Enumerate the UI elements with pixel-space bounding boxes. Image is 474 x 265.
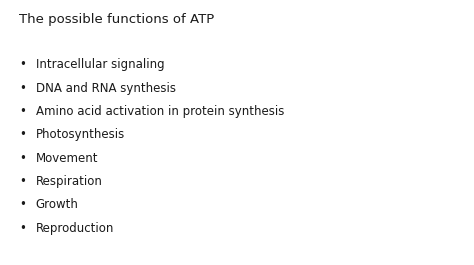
Text: •: • [19, 198, 26, 211]
Text: •: • [19, 105, 26, 118]
Text: Movement: Movement [36, 152, 98, 165]
Text: The possible functions of ATP: The possible functions of ATP [19, 13, 214, 26]
Text: •: • [19, 128, 26, 141]
Text: Reproduction: Reproduction [36, 222, 114, 235]
Text: Photosynthesis: Photosynthesis [36, 128, 125, 141]
Text: Respiration: Respiration [36, 175, 102, 188]
Text: DNA and RNA synthesis: DNA and RNA synthesis [36, 82, 175, 95]
Text: •: • [19, 222, 26, 235]
Text: Amino acid activation in protein synthesis: Amino acid activation in protein synthes… [36, 105, 284, 118]
Text: •: • [19, 82, 26, 95]
Text: •: • [19, 175, 26, 188]
Text: Growth: Growth [36, 198, 78, 211]
Text: •: • [19, 58, 26, 71]
Text: •: • [19, 152, 26, 165]
Text: Intracellular signaling: Intracellular signaling [36, 58, 164, 71]
